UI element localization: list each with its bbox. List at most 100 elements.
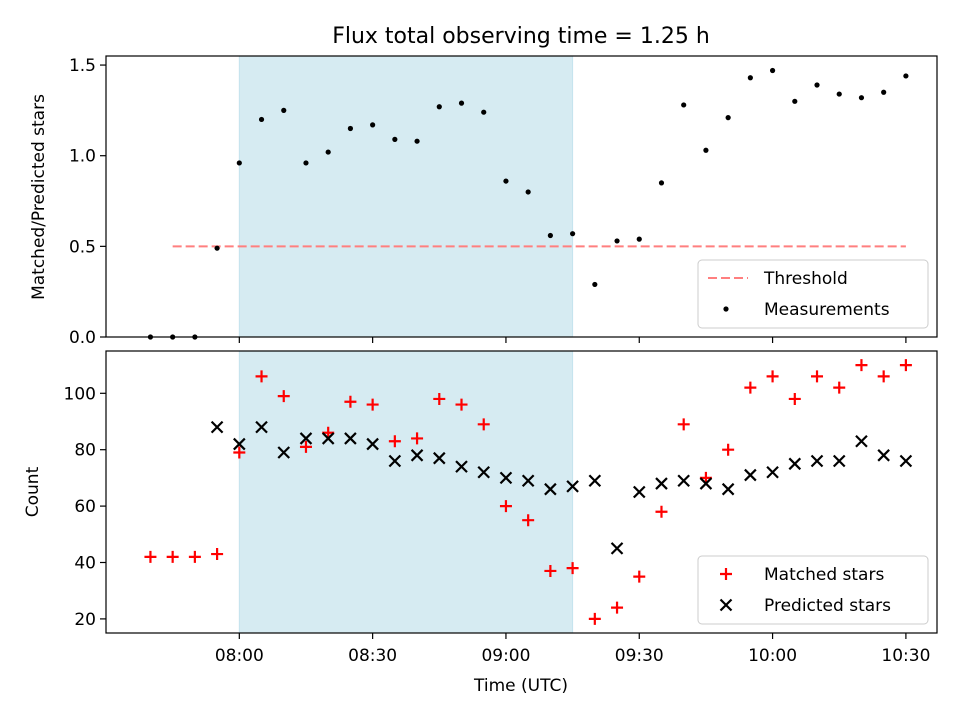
matched-star-marker [344,395,357,408]
predicted-star-marker [766,465,779,479]
data-point [214,245,220,251]
data-point [458,100,465,106]
data-point [414,138,420,144]
data-point [570,231,576,237]
axes-frame [105,55,938,338]
x-tick-label: 09:00 [481,646,530,666]
predicted-star-marker [810,454,824,468]
x-axis-label: Time (UTC) [473,676,568,696]
data-point [814,82,820,88]
matched-star-marker [677,418,690,431]
matched-star-marker [299,440,312,453]
axes-frame [105,350,938,634]
predicted-star-marker [677,474,690,487]
predicted-star-marker [521,474,535,487]
predicted-star-marker [744,468,757,482]
matched-star-marker [833,381,846,394]
predicted-star-marker [721,482,735,496]
data-point [725,115,731,121]
data-point [703,147,709,153]
legend-label: Predicted stars [764,596,891,616]
matched-star-marker [588,612,601,625]
predicted-star-marker [566,480,579,493]
predicted-star-marker [899,454,913,468]
matched-star-marker [433,392,446,405]
top-y-axis-label: Matched/Predicted stars [29,94,49,300]
matched-star-marker [144,550,157,563]
data-point [614,238,620,244]
matched-star-marker [166,550,179,563]
data-point [236,160,242,166]
matched-star-marker [877,370,890,383]
predicted-star-marker [366,437,379,451]
predicted-star-marker [632,485,646,499]
matched-star-marker [788,392,801,405]
data-point [747,75,753,81]
x-tick-label: 08:00 [215,646,264,666]
matched-star-marker [322,426,335,439]
y-tick-label: 60 [74,497,96,517]
matched-star-marker [899,359,912,372]
legend-label: Threshold [763,269,848,289]
predicted-star-marker [877,449,890,462]
predicted-star-marker [588,474,602,487]
y-tick-label: 0.0 [69,328,96,348]
predicted-star-marker [610,542,624,555]
matched-star-marker [277,390,290,403]
matched-star-marker [411,432,424,445]
y-tick-label: 1.5 [69,56,96,76]
top-panel: 0.0 0.5 1.0 1.5 Threshold Measurements [69,55,938,348]
legend: Threshold Measurements [697,259,929,329]
x-tick-label: 08:30 [348,646,397,666]
predicted-star-marker [655,477,668,490]
shaded-observing-span [238,350,574,634]
data-point [325,149,331,155]
data-point [881,89,887,95]
legend-label: Matched stars [764,565,884,585]
y-tick-label: 40 [74,554,96,574]
matched-star-marker [477,418,490,431]
legend-frame [697,259,929,329]
matched-star-marker [855,359,868,372]
data-point [303,160,309,166]
predicted-star-marker [699,477,713,490]
matched-star-marker [455,398,468,411]
predicted-star-marker [455,460,468,473]
data-point [481,109,487,115]
y-tick-label: 20 [74,610,96,630]
bottom-y-axis-label: Count [23,466,43,517]
matched-star-marker [522,514,535,527]
matched-star-marker [722,443,735,456]
data-point [658,180,665,186]
legend-label: Measurements [764,300,890,320]
matched-star-marker [655,505,668,518]
predicted-star-marker [255,420,268,434]
x-tick-label: 10:30 [881,646,930,666]
data-point [592,281,598,288]
predicted-star-marker [832,454,846,468]
chart-title: Flux total observing time = 1.25 h [332,24,710,49]
data-point [858,95,865,101]
data-point [903,73,909,79]
data-point [681,102,687,108]
matched-star-marker [499,500,512,513]
data-point [547,232,553,239]
matched-star-marker [233,446,246,459]
matched-star-marker [744,381,757,394]
data-point [370,122,376,128]
matched-star-marker [388,435,401,448]
predicted-star-marker [277,446,291,459]
legend-matched-swatch [720,568,732,580]
predicted-star-marker [210,420,224,434]
y-tick-label: 1.0 [69,147,96,167]
data-point [436,104,442,110]
data-point [281,107,287,113]
data-point [836,91,842,97]
data-point [769,67,776,74]
matched-star-marker [633,570,646,583]
predicted-star-marker [788,457,802,471]
matched-star-marker [766,370,779,383]
data-point [347,125,354,132]
data-point [258,116,265,123]
